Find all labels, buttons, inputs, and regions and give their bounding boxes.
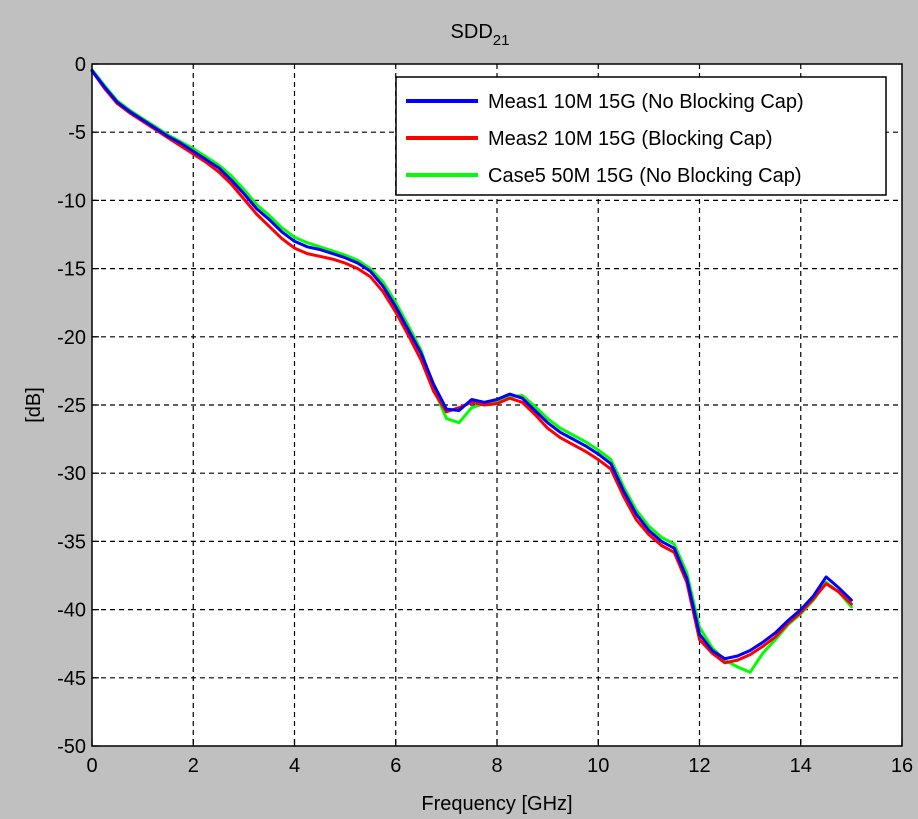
y-tick-label: -15	[57, 259, 86, 281]
x-tick-label: 16	[891, 755, 913, 777]
x-tick-label: 14	[790, 755, 812, 777]
x-tick-label: 8	[491, 755, 502, 777]
series-layer	[90, 68, 853, 674]
legend-label-case5: Case5 50M 15G (No Blocking Cap)	[488, 165, 801, 187]
legend: Meas1 10M 15G (No Blocking Cap) Meas2 10…	[395, 76, 887, 196]
series-line-1	[90, 69, 853, 665]
axis-ticks: 0 2 4 6 8 10 12 14 16 0 -5 -10 -15 -20 -25 -30 -35 -40 -45…	[57, 54, 913, 777]
series-line-0	[90, 69, 853, 661]
y-tick-label: -45	[57, 668, 86, 690]
chart-title-subscript: 21	[493, 32, 510, 49]
y-tick-label: -40	[57, 600, 86, 622]
y-axis-label: [dB]	[23, 387, 45, 423]
x-tick-label: 10	[587, 755, 609, 777]
y-tick-label: -5	[68, 122, 86, 144]
chart-title-main: SDD	[451, 21, 493, 43]
y-tick-label: -25	[57, 395, 86, 417]
y-tick-label: -50	[57, 736, 86, 758]
legend-label-meas2: Meas2 10M 15G (Blocking Cap)	[488, 128, 773, 150]
x-tick-label: 12	[688, 755, 710, 777]
x-tick-label: 6	[390, 755, 401, 777]
x-tick-label: 2	[188, 755, 199, 777]
y-tick-label: -30	[57, 463, 86, 485]
y-tick-label: -35	[57, 531, 86, 553]
x-axis-label: Frequency [GHz]	[421, 793, 572, 815]
x-tick-label: 0	[86, 755, 97, 777]
x-tick-label: 4	[289, 755, 300, 777]
y-tick-label: -20	[57, 327, 86, 349]
y-tick-label: -10	[57, 190, 86, 212]
chart-title: SDD21	[451, 21, 510, 49]
y-tick-label: 0	[75, 54, 86, 76]
legend-label-meas1: Meas1 10M 15G (No Blocking Cap)	[488, 91, 804, 113]
